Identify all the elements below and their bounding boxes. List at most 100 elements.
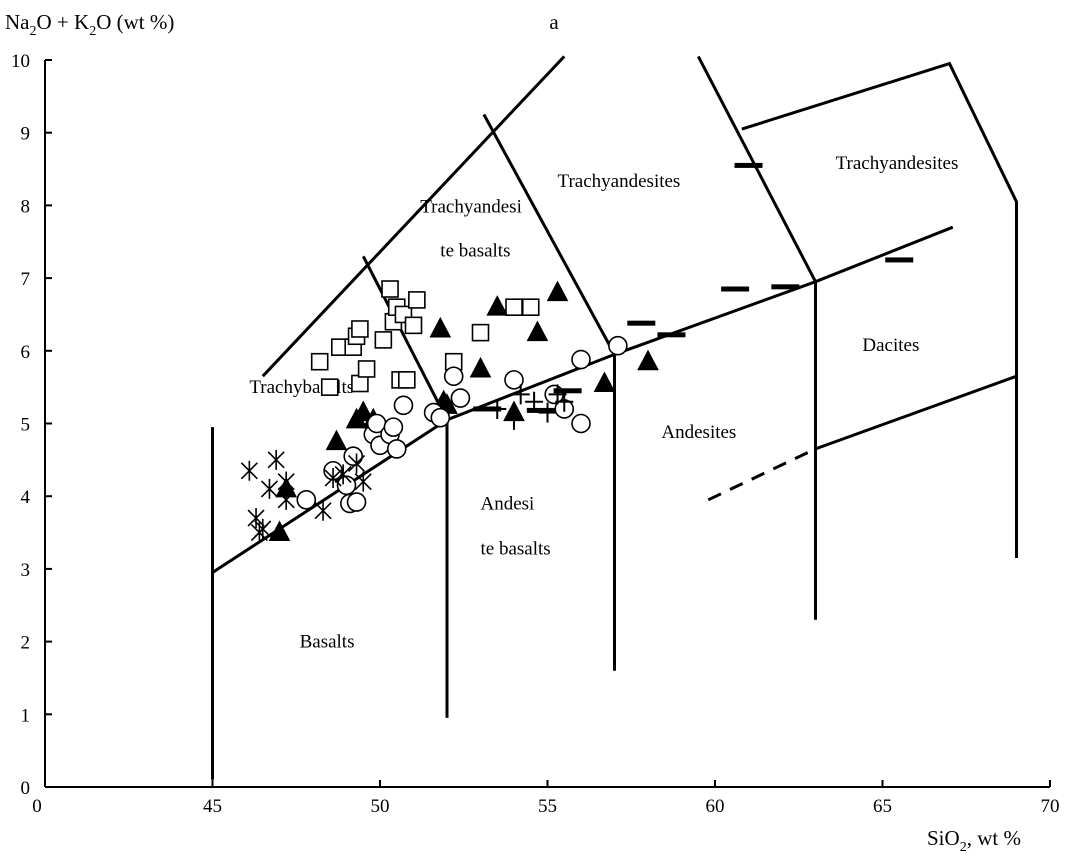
x-label-subscript: 2 xyxy=(960,840,967,855)
plus-marker xyxy=(505,409,523,430)
square-marker xyxy=(310,352,329,371)
boundary-line xyxy=(482,113,616,356)
x-tick-label: 50 xyxy=(371,796,390,817)
region-label: Andesi xyxy=(481,493,535,514)
square-marker xyxy=(521,298,540,316)
circle-marker xyxy=(343,446,364,467)
circle-marker xyxy=(608,335,628,356)
triangle-marker xyxy=(486,295,509,316)
y-tick-label: 4 xyxy=(21,487,31,508)
x-tick-label: 65 xyxy=(873,796,892,817)
dash-marker xyxy=(627,320,656,326)
region-label: te basalts xyxy=(440,240,510,261)
triangle-marker xyxy=(268,520,291,542)
triangle-marker xyxy=(352,400,375,422)
dash-marker xyxy=(771,284,800,290)
circle-marker xyxy=(296,490,317,510)
y-label-part: O (wt %) xyxy=(96,10,174,34)
y-tick-label: 10 xyxy=(11,51,30,72)
square-marker xyxy=(471,323,490,342)
dash-marker xyxy=(721,286,750,292)
asterisk-marker xyxy=(254,518,272,539)
y-tick-label: 0 xyxy=(21,778,31,799)
dash-marker xyxy=(526,407,555,413)
y-tick-label: 5 xyxy=(21,415,31,436)
y-tick-label: 2 xyxy=(21,633,31,654)
y-axis-label: Na2O + K2O (wt %) xyxy=(5,10,174,39)
circle-marker xyxy=(571,413,591,434)
square-marker xyxy=(351,374,369,393)
boundary-line xyxy=(696,55,817,283)
y-tick-label: 9 xyxy=(21,124,31,145)
asterisk-marker xyxy=(354,471,372,492)
x-label-part: , wt % xyxy=(967,826,1021,850)
circle-marker xyxy=(386,439,407,459)
circle-marker xyxy=(571,349,591,370)
triangle-marker xyxy=(469,356,492,378)
classification-boundaries xyxy=(211,55,1018,780)
asterisk-marker xyxy=(247,508,265,529)
asterisk-marker xyxy=(260,478,279,499)
dash-marker xyxy=(553,388,582,394)
region-label: Trachyandesites xyxy=(836,153,959,174)
circle-marker xyxy=(383,417,404,437)
boundary-line xyxy=(814,374,1018,451)
y-tick-label: 8 xyxy=(21,196,31,217)
x-label-part: SiO xyxy=(927,826,960,850)
triangle-marker xyxy=(325,429,348,451)
y-tick-label: 7 xyxy=(21,269,31,290)
region-label: Trachyandesites xyxy=(558,171,681,192)
circle-marker xyxy=(504,370,524,390)
plus-marker xyxy=(555,391,574,412)
dash-marker xyxy=(657,332,686,338)
boundary-line xyxy=(741,61,1018,558)
asterisk-marker xyxy=(347,453,366,474)
square-marker xyxy=(505,298,523,316)
data-points xyxy=(240,162,914,543)
dash-marker xyxy=(473,406,502,412)
y-tick-label: 1 xyxy=(21,705,31,726)
square-marker xyxy=(351,320,369,338)
square-marker xyxy=(320,378,339,396)
square-marker xyxy=(408,291,426,309)
x-axis-label: SiO2, wt % xyxy=(927,826,1021,855)
x-tick-label: 55 xyxy=(538,796,557,817)
boundary-line xyxy=(707,447,817,502)
asterisk-marker xyxy=(324,468,342,489)
dash-marker xyxy=(885,257,914,263)
asterisk-marker xyxy=(267,449,285,470)
circle-marker xyxy=(450,388,471,408)
triangle-marker xyxy=(593,371,616,393)
square-marker xyxy=(397,371,416,389)
region-label: Trachyandesi xyxy=(420,197,522,218)
y-label-subscript: 2 xyxy=(89,24,96,39)
triangle-marker xyxy=(526,320,549,342)
square-marker xyxy=(357,360,376,378)
asterisk-marker xyxy=(334,464,352,485)
circle-marker xyxy=(346,492,367,512)
plus-marker xyxy=(511,384,530,405)
region-label: Basalts xyxy=(300,631,355,652)
boundary-line xyxy=(261,55,566,378)
asterisk-marker xyxy=(314,500,332,521)
y-label-part: O + K xyxy=(37,10,90,34)
asterisk-marker xyxy=(240,460,258,481)
square-marker xyxy=(381,280,399,298)
circle-marker xyxy=(443,366,464,387)
region-label: te basalts xyxy=(481,538,551,559)
triangle-marker xyxy=(546,280,569,302)
region-label: Andesites xyxy=(661,422,736,443)
y-label-subscript: 2 xyxy=(30,24,37,39)
circle-marker xyxy=(393,395,414,416)
y-label-part: Na xyxy=(5,10,30,34)
square-marker xyxy=(374,331,393,349)
y-tick-label: 6 xyxy=(21,342,31,363)
panel-label: a xyxy=(549,10,559,34)
circle-marker xyxy=(430,407,451,428)
asterisk-marker xyxy=(277,471,295,492)
asterisk-marker xyxy=(277,489,295,510)
region-label: Dacites xyxy=(862,335,919,356)
boundary-line xyxy=(361,255,449,421)
